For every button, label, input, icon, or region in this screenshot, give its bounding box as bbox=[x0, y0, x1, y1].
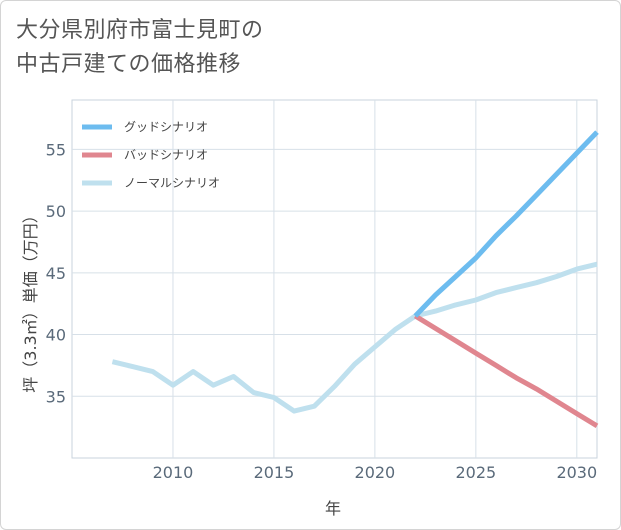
x-tick-label: 2020 bbox=[355, 463, 396, 482]
y-tick-label: 40 bbox=[46, 326, 66, 345]
chart-title-line2: 中古戸建ての価格推移 bbox=[16, 52, 242, 77]
legend-label: ノーマルシナリオ bbox=[124, 176, 220, 190]
x-tick-label: 2010 bbox=[153, 463, 194, 482]
x-tick-label: 2015 bbox=[254, 463, 295, 482]
series-line bbox=[413, 130, 599, 318]
series-lines bbox=[111, 130, 599, 429]
x-tick-labels: 2010 2015 2020 2025 2030 bbox=[153, 463, 598, 482]
series-line bbox=[111, 261, 598, 414]
x-tick-label: 2030 bbox=[556, 463, 597, 482]
chart-title-line1: 大分県別府市富士見町の bbox=[16, 18, 264, 43]
y-tick-label: 35 bbox=[46, 387, 66, 406]
y-tick-label: 55 bbox=[46, 140, 66, 159]
y-tick-labels: 35 40 45 50 55 bbox=[46, 140, 66, 406]
chart-title: 大分県別府市富士見町の 中古戸建ての価格推移 bbox=[16, 14, 264, 82]
legend-label: バッドシナリオ bbox=[124, 148, 208, 162]
series-line bbox=[413, 313, 599, 429]
legend-label: グッドシナリオ bbox=[124, 120, 208, 134]
x-tick-label: 2025 bbox=[455, 463, 496, 482]
y-tick-label: 50 bbox=[46, 202, 66, 221]
y-tick-label: 45 bbox=[46, 264, 66, 283]
y-axis-label: 坪（3.3㎡）単価（万円） bbox=[21, 207, 40, 392]
plot-frame bbox=[71, 99, 598, 459]
x-axis-label: 年 bbox=[325, 499, 341, 518]
